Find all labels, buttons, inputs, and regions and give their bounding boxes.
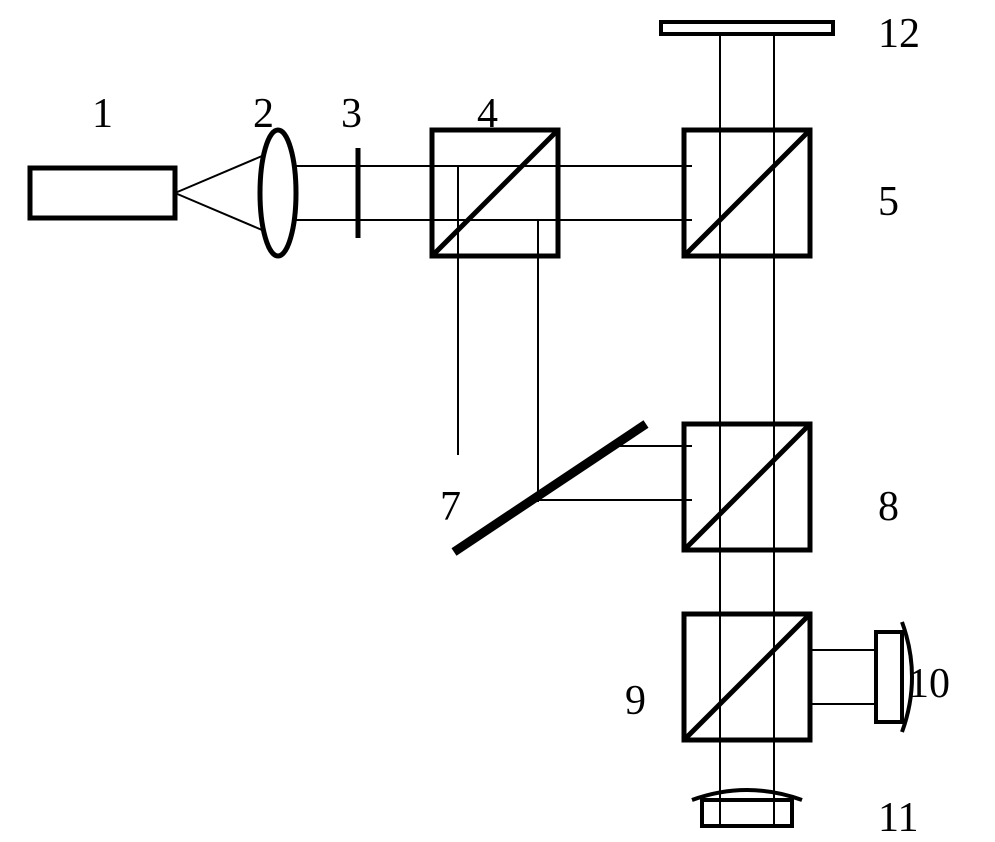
label-3: 3 <box>341 90 362 138</box>
detector-11 <box>692 790 802 826</box>
mirror-7 <box>454 424 646 552</box>
label-8: 8 <box>878 483 899 531</box>
beamsplitter-4 <box>432 130 558 256</box>
beamsplitter-8 <box>684 424 810 550</box>
label-5: 5 <box>878 178 899 226</box>
lens <box>260 130 296 256</box>
label-4: 4 <box>477 90 498 138</box>
beamsplitter-5 <box>684 130 810 256</box>
rays <box>175 34 876 826</box>
label-9: 9 <box>625 677 646 725</box>
laser-source <box>30 168 175 218</box>
label-7: 7 <box>440 483 461 531</box>
label-1: 1 <box>92 90 113 138</box>
label-2: 2 <box>253 90 274 138</box>
label-11: 11 <box>878 794 918 842</box>
label-12: 12 <box>878 10 920 58</box>
plate-12 <box>661 22 833 34</box>
label-10: 10 <box>908 660 950 708</box>
detector-10 <box>876 622 912 732</box>
beamsplitter-9 <box>684 614 810 740</box>
